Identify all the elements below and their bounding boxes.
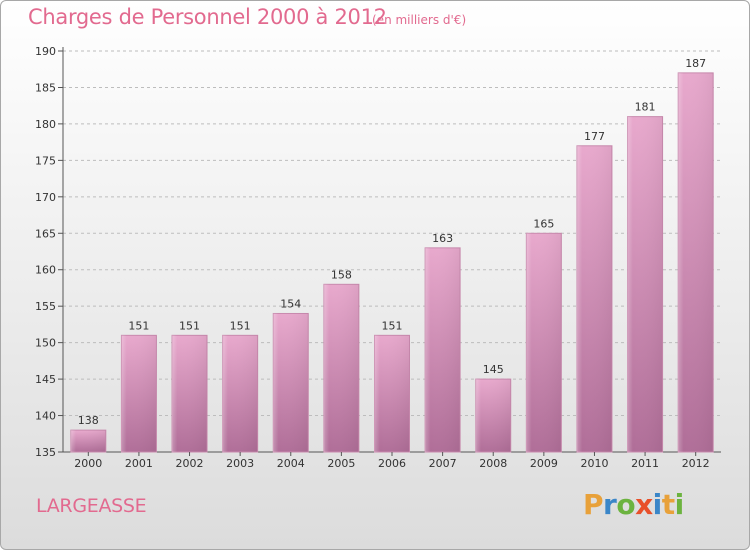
data-label: 151	[230, 319, 251, 332]
x-tick-label: 2005	[327, 457, 355, 470]
chart-title: Charges de Personnel 2000 à 2012	[28, 5, 387, 29]
bar-shade	[678, 72, 714, 452]
data-label: 151	[179, 319, 200, 332]
y-tick-label: 140	[35, 410, 56, 423]
bar-shade	[222, 335, 258, 452]
x-tick-label: 2011	[631, 457, 659, 470]
y-tick-label: 165	[35, 227, 56, 240]
data-label: 158	[331, 268, 352, 281]
logo-letter: o	[616, 488, 636, 521]
logo-letter: i	[652, 488, 663, 521]
data-label: 154	[280, 297, 301, 310]
y-tick-label: 180	[35, 118, 56, 131]
bars: 138 151 151 151 154 158 151 163 145 165 177 181 187	[70, 57, 714, 453]
bar-shade	[526, 233, 562, 452]
data-label: 165	[533, 217, 554, 230]
data-label: 187	[685, 57, 706, 70]
data-label: 138	[78, 414, 99, 427]
y-tick-label: 175	[35, 154, 56, 167]
x-tick-label: 2000	[74, 457, 102, 470]
x-tick-label: 2009	[530, 457, 558, 470]
bar-shade	[425, 247, 461, 452]
bar-shade	[273, 313, 309, 452]
y-tick-label: 135	[35, 446, 56, 459]
data-label: 151	[128, 319, 149, 332]
x-tick-label: 2001	[125, 457, 153, 470]
logo-letter: t	[661, 488, 675, 521]
logo-letter: i	[674, 488, 685, 521]
bar-shade	[121, 335, 157, 452]
logo-letter: r	[603, 488, 617, 521]
x-tick-label: 2002	[176, 457, 204, 470]
y-tick-label: 160	[35, 264, 56, 277]
logo-letter: x	[635, 488, 653, 521]
x-tick-label: 2003	[226, 457, 254, 470]
x-tick-label: 2010	[580, 457, 608, 470]
bar-shade	[374, 335, 410, 452]
bar-shade	[323, 284, 359, 452]
x-tick-label: 2007	[429, 457, 457, 470]
data-label: 163	[432, 232, 453, 245]
bar-shade	[172, 335, 208, 452]
y-tick-label: 185	[35, 81, 56, 94]
commune-name: LARGEASSE	[36, 495, 147, 517]
x-tick-label: 2008	[479, 457, 507, 470]
bar-shade	[70, 430, 106, 452]
y-tick-label: 155	[35, 300, 56, 313]
data-label: 177	[584, 130, 605, 143]
x-tick-label: 2006	[378, 457, 406, 470]
y-tick-label: 150	[35, 337, 56, 350]
chart-subtitle: (en milliers d'€)	[372, 13, 467, 27]
proxiti-logo[interactable]: Proxiti	[583, 488, 684, 521]
x-tick-label: 2012	[682, 457, 710, 470]
data-label: 151	[382, 319, 403, 332]
y-tick-label: 170	[35, 191, 56, 204]
data-label: 145	[483, 363, 504, 376]
bar-shade	[576, 145, 612, 453]
bar-shade	[475, 379, 511, 452]
x-tick-label: 2004	[277, 457, 305, 470]
x-axis: 2000 2001 2002 2003 2004 2005 2006 2007 2008 2009…	[74, 452, 710, 470]
data-label: 181	[635, 101, 656, 114]
y-tick-label: 145	[35, 373, 56, 386]
y-tick-label: 190	[35, 45, 56, 58]
bar-shade	[627, 116, 663, 453]
logo-letter: P	[583, 488, 604, 521]
